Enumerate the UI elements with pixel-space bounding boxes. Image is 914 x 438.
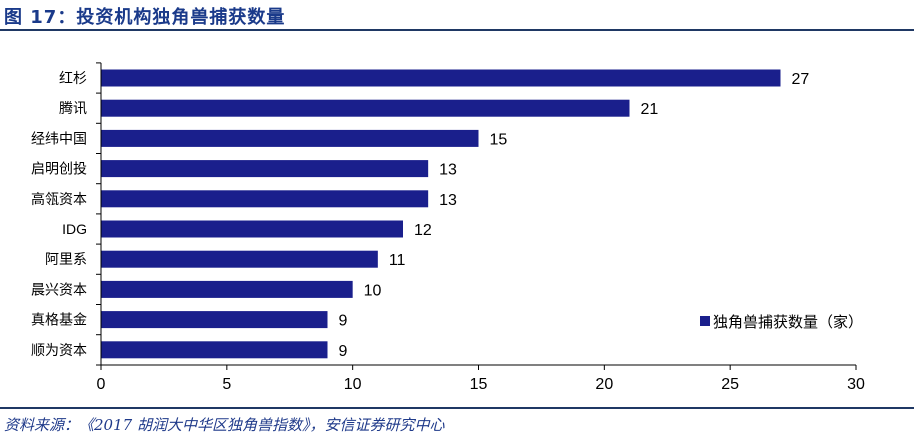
bar: [101, 311, 328, 329]
data-label: 21: [641, 101, 659, 118]
category-label: 真格基金: [31, 312, 87, 328]
x-tick-label: 10: [344, 376, 362, 393]
data-label: 15: [490, 131, 508, 148]
bar-chart: 红杉 27 腾讯 21 经纬中国 15 启明创投 13 高瓴资本 13 IDG 12 阿里系 11 晨兴资本…: [31, 62, 865, 393]
x-tick-label: 30: [847, 376, 865, 393]
category-label: 顺为资本: [31, 342, 87, 358]
x-tick-label: 15: [470, 376, 488, 393]
category-label: 晨兴资本: [31, 281, 87, 297]
data-label: 13: [439, 162, 457, 179]
x-tick-label: 5: [222, 376, 231, 393]
bar: [101, 341, 328, 359]
category-label: 高瓴资本: [31, 191, 87, 207]
data-label: 27: [792, 71, 810, 88]
title-rule: [0, 29, 914, 31]
data-label: 11: [389, 252, 406, 269]
bar: [101, 99, 630, 117]
category-label: 阿里系: [45, 251, 87, 267]
source-note: 资料来源：《2017 胡润大中华区独角兽指数》，安信证券研究中心: [4, 416, 445, 434]
data-label: 10: [364, 282, 382, 299]
data-label: 13: [439, 192, 457, 209]
source-rule: [0, 407, 914, 409]
data-label: 9: [339, 313, 348, 330]
category-label: 红杉: [59, 70, 87, 86]
bar: [101, 220, 403, 238]
legend-label: 独角兽捕获数量（家）: [713, 314, 863, 331]
category-label: IDG: [62, 221, 87, 237]
figure-title: 图 17：投资机构独角兽捕获数量: [4, 7, 286, 28]
data-label: 12: [414, 222, 432, 239]
category-label: 经纬中国: [31, 130, 87, 146]
bar: [101, 190, 429, 208]
x-tick-label: 0: [97, 376, 106, 393]
x-tick-label: 20: [595, 376, 613, 393]
bar: [101, 250, 378, 268]
bar: [101, 280, 353, 298]
category-label: 启明创投: [31, 161, 87, 177]
bar: [101, 69, 781, 87]
bar: [101, 160, 429, 178]
x-tick-label: 25: [721, 376, 739, 393]
category-label: 腾讯: [59, 100, 87, 116]
data-label: 9: [339, 343, 348, 360]
bar: [101, 129, 479, 147]
legend-swatch: [700, 316, 710, 326]
